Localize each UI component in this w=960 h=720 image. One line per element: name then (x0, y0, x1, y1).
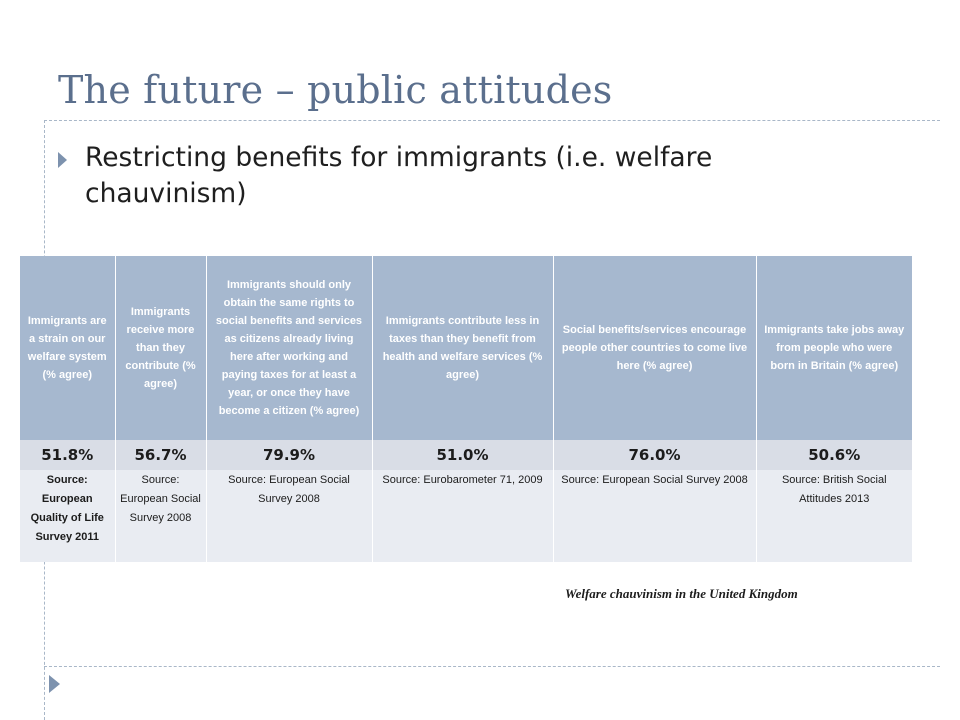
source-cell: Source: European Social Survey 2008 (115, 470, 207, 562)
source-cell: Source: European Social Survey 2008 (553, 470, 757, 562)
value-cell: 79.9% (206, 440, 373, 470)
column-header: Social benefits/services encourage peopl… (553, 256, 757, 440)
value-cell: 50.6% (756, 440, 912, 470)
value-cell: 56.7% (115, 440, 207, 470)
source-cell: Source: European Social Survey 2008 (206, 470, 373, 562)
column-header: Immigrants take jobs away from people wh… (756, 256, 912, 440)
source-cell: Source: European Quality of Life Survey … (20, 470, 116, 562)
bullet-text: Restricting benefits for immigrants (i.e… (85, 142, 713, 209)
value-cell: 76.0% (553, 440, 757, 470)
slide-title: The future – public attitudes (58, 68, 613, 112)
value-cell: 51.8% (20, 440, 116, 470)
source-cell: Source: Eurobarometer 71, 2009 (372, 470, 554, 562)
table-row-values: 51.8% 56.7% 79.9% 51.0% 76.0% 50.6% (20, 440, 912, 470)
title-divider (44, 120, 940, 121)
triangle-bullet-icon (58, 152, 67, 168)
attitudes-table: Immigrants are a strain on our welfare s… (20, 256, 912, 562)
value-cell: 51.0% (372, 440, 554, 470)
source-cell: Source: British Social Attitudes 2013 (756, 470, 912, 562)
table-row-sources: Source: European Quality of Life Survey … (20, 470, 912, 562)
table-header-row: Immigrants are a strain on our welfare s… (20, 256, 912, 440)
column-header: Immigrants contribute less in taxes than… (372, 256, 554, 440)
bullet-point: Restricting benefits for immigrants (i.e… (58, 140, 878, 212)
column-header: Immigrants should only obtain the same r… (206, 256, 373, 440)
table-caption: Welfare chauvinism in the United Kingdom (565, 586, 798, 601)
column-header: Immigrants receive more than they contri… (115, 256, 207, 440)
footer-divider (44, 666, 940, 667)
triangle-footer-icon (49, 675, 60, 693)
column-header: Immigrants are a strain on our welfare s… (20, 256, 116, 440)
